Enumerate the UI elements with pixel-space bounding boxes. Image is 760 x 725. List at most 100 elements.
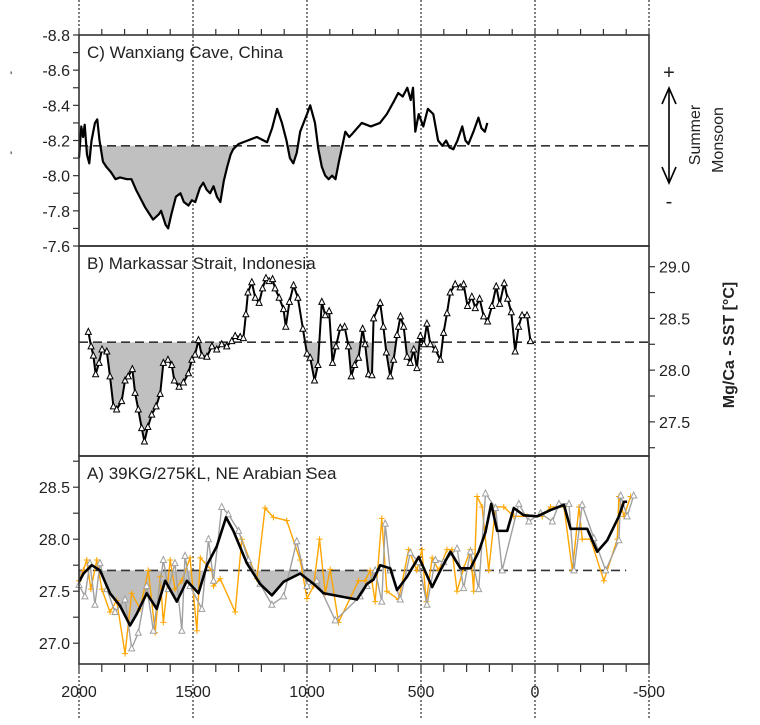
data-point [368, 370, 376, 379]
data-point [340, 322, 349, 330]
data-point [382, 347, 391, 356]
data-point [601, 565, 610, 574]
data-point [121, 375, 129, 384]
data-point [224, 509, 233, 518]
data-point [479, 311, 488, 320]
data-point [379, 322, 388, 330]
data-point [93, 557, 100, 563]
data-point [289, 280, 298, 289]
data-point [147, 410, 156, 418]
data-point [210, 583, 217, 589]
data-point [396, 311, 405, 320]
data-point [89, 351, 98, 359]
monsoon-label: Monsoon [710, 107, 727, 173]
data-point [131, 388, 139, 396]
data-point [281, 322, 290, 330]
data-point [426, 339, 435, 348]
data-point [149, 626, 158, 634]
data-point [443, 546, 450, 553]
data-point [160, 619, 167, 626]
data-point [217, 575, 224, 582]
data-point [294, 293, 302, 301]
data-point [234, 526, 243, 534]
data-point [409, 344, 418, 353]
data-point [279, 591, 288, 600]
data-point [255, 298, 263, 306]
panel-frame [78, 455, 650, 665]
data-point [203, 352, 211, 360]
data-point [98, 586, 105, 593]
plus-sign: + [663, 62, 675, 84]
x-tick-label: 0 [531, 684, 540, 701]
data-point [251, 293, 260, 301]
data-point [565, 499, 573, 507]
data-point [372, 598, 379, 605]
data-point [481, 488, 490, 497]
data-point [134, 404, 143, 413]
data-point [184, 368, 193, 377]
x-tick-label: 1000 [289, 684, 325, 701]
data-point [179, 377, 188, 386]
data-point [299, 324, 307, 332]
data-point [518, 310, 526, 319]
data-point [475, 294, 484, 302]
sst-axis-label: Mg/Ca - SST [°C] [721, 282, 738, 408]
data-point [416, 331, 425, 339]
panel-title: A) 39KG/275KL, NE Arabian Sea [87, 464, 337, 483]
data-point [381, 518, 390, 527]
data-point [83, 557, 90, 563]
data-point [283, 517, 290, 524]
data-point [376, 298, 384, 306]
data-point [197, 554, 204, 561]
data-point [239, 333, 248, 342]
data-point [495, 299, 504, 307]
arrow-head-up [661, 86, 677, 105]
data-point [96, 558, 104, 567]
data-point [406, 548, 415, 556]
data-point [423, 318, 431, 327]
data-point [386, 371, 395, 380]
data-point [217, 502, 226, 510]
data-point [500, 278, 509, 287]
data-point [188, 355, 196, 363]
y-tick-label: 28.5 [659, 311, 690, 328]
data-point [95, 358, 103, 366]
data-point [515, 499, 523, 507]
data-point [312, 576, 321, 584]
y-tick-label: 28.0 [659, 363, 690, 380]
data-point [112, 404, 121, 413]
data-point [413, 363, 421, 372]
panel-title: C) Wanxiang Cave, China [87, 43, 283, 62]
data-point [279, 304, 288, 313]
data-point [431, 555, 440, 563]
data-point [268, 600, 276, 608]
data-point [354, 353, 363, 361]
y-tick-label: 29.0 [659, 260, 690, 277]
data-point [449, 546, 456, 553]
shaded-area [79, 570, 381, 626]
data-point [578, 500, 587, 508]
x-tick-label: 1500 [175, 684, 211, 701]
data-point [500, 503, 507, 510]
data-point [362, 577, 369, 584]
data-point [194, 335, 203, 344]
data-point [142, 581, 151, 589]
panel-B: B) Markassar Strait, Indonesia 29.0 28.5 28… [78, 245, 690, 457]
data-point [152, 401, 160, 410]
panels: C) Wanxiang Cave, China -8.8 -8.6 -8.4 -8.2 -… [39, 28, 690, 665]
data-point [436, 355, 445, 363]
data-point [471, 303, 480, 312]
data-point [466, 547, 475, 555]
data-point [121, 594, 129, 603]
data-point [212, 344, 221, 353]
data-point [91, 369, 100, 378]
data-point [459, 279, 468, 288]
data-point [117, 396, 126, 405]
data-point [159, 555, 168, 563]
data-point [498, 565, 506, 574]
data-point [222, 341, 231, 350]
data-point [244, 287, 252, 296]
data-point [328, 358, 337, 366]
data-point [122, 650, 129, 657]
